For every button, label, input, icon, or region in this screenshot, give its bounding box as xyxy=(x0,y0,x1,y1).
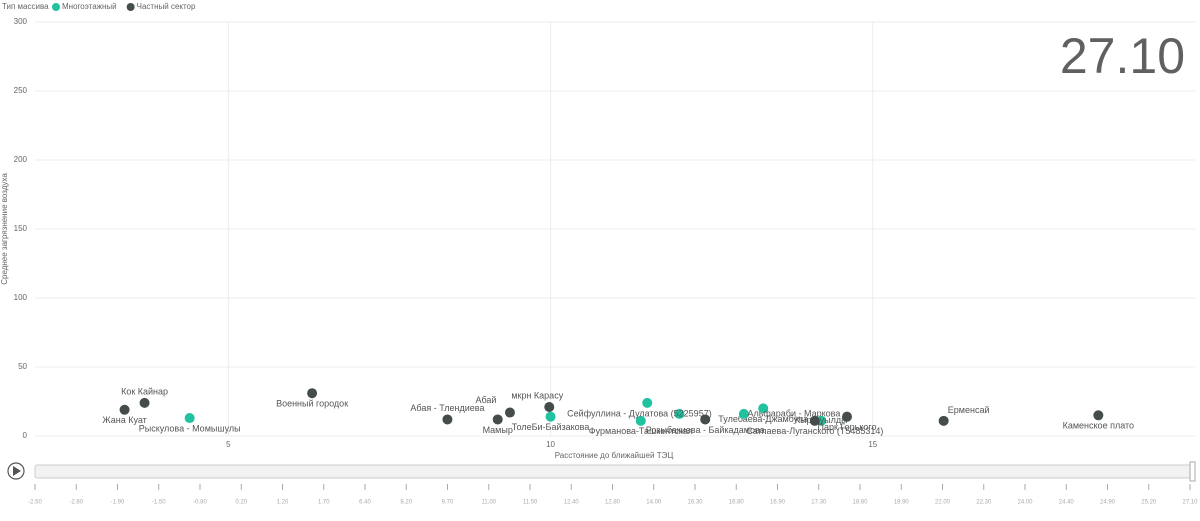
y-axis-title: Среднее загрязнение воздуха xyxy=(0,173,9,285)
point-label: Мамыр xyxy=(483,425,513,435)
play-tick-label: 11.50 xyxy=(523,500,538,506)
point-label: Абая - Тлендиева xyxy=(410,403,484,413)
point xyxy=(442,414,453,425)
play-tick-label: 14.00 xyxy=(646,500,662,506)
play-tick-label: -2.50 xyxy=(28,500,42,506)
point-label: Жана Куат xyxy=(102,415,146,425)
y-tick-label: 300 xyxy=(14,17,28,26)
point-label: Военный городок xyxy=(276,399,348,409)
play-tick-label: 1.70 xyxy=(318,500,330,506)
play-tick-label: 25.20 xyxy=(1141,500,1157,506)
point-label: Кыргауылды xyxy=(795,415,848,425)
point xyxy=(635,415,646,426)
play-tick-label: 24.90 xyxy=(1100,500,1116,506)
y-tick-label: 200 xyxy=(14,155,28,164)
point xyxy=(738,408,749,419)
play-tick-label: 27.10 xyxy=(1182,500,1198,506)
play-tick-label: -0.80 xyxy=(193,500,207,506)
play-tick-label: -1.90 xyxy=(111,500,125,506)
play-tick-label: 22.30 xyxy=(976,500,992,506)
point xyxy=(674,408,685,419)
point-label: Рыскулова - Момышулы xyxy=(139,423,241,433)
play-tick-label: -2.80 xyxy=(69,500,83,506)
play-tick-label: 12.80 xyxy=(605,500,621,506)
point-label: Альфараби - Маркова xyxy=(747,408,840,418)
y-tick-label: 50 xyxy=(18,362,27,371)
y-tick-label: 250 xyxy=(14,86,28,95)
play-tick-label: 12.40 xyxy=(564,500,580,506)
play-tick-label: 18.60 xyxy=(852,500,868,506)
point xyxy=(119,404,130,415)
legend-marker xyxy=(126,3,135,11)
play-tick-label: 22.00 xyxy=(935,500,951,506)
legend-label: Многоэтажный xyxy=(62,2,117,11)
point xyxy=(1093,410,1104,421)
play-tick-label: 17.30 xyxy=(811,500,827,506)
x-tick-label: 5 xyxy=(226,440,231,449)
point-label: Розыбакиева - Байкадамова xyxy=(646,425,765,435)
play-tick-label: 8.20 xyxy=(400,500,412,506)
play-current: 27.10 xyxy=(1060,28,1185,84)
point-label: Фурманова-Ташкентская xyxy=(589,426,693,436)
point xyxy=(938,415,949,426)
point xyxy=(758,403,769,414)
point xyxy=(700,414,711,425)
point xyxy=(544,402,555,413)
x-axis-title: Расстояние до ближайшей ТЭЦ xyxy=(555,451,674,460)
legend-marker xyxy=(52,3,60,11)
point xyxy=(545,411,556,422)
play-tick-label: 9.70 xyxy=(442,500,454,506)
legend-label: Частный сектор xyxy=(137,2,196,11)
play-icon xyxy=(13,466,21,476)
x-tick-label: 10 xyxy=(546,440,555,449)
point xyxy=(139,397,150,408)
point xyxy=(642,397,653,408)
play-tick-label: 16.30 xyxy=(687,500,703,506)
point xyxy=(184,413,195,424)
point-label: Абай xyxy=(475,395,496,405)
point-label: Сатпаева-Луганского (T5485314) xyxy=(746,426,883,436)
point-label: Парк Горького xyxy=(817,422,876,432)
play-tick-label: 1.20 xyxy=(277,500,289,506)
point-label: Сейфуллина - Дулатова (5225957) xyxy=(567,408,712,418)
y-tick-label: 100 xyxy=(14,293,28,302)
play-tick-label: 16.80 xyxy=(729,500,745,506)
point-label: Ермен­сай xyxy=(948,405,990,415)
point-label: мкрн Карасу xyxy=(511,390,563,400)
legend-title: Тип массива xyxy=(2,2,49,11)
play-tick-label: 11.00 xyxy=(481,500,496,506)
point-label: Тулебаева-Джамбула xyxy=(718,414,808,424)
play-tick-label: 6.40 xyxy=(359,500,371,506)
point xyxy=(307,388,318,399)
play-thumb[interactable] xyxy=(1189,461,1196,482)
point xyxy=(842,411,852,422)
play-tick-label: 18.90 xyxy=(894,500,910,506)
play-tick-label: -1.50 xyxy=(152,500,166,506)
point xyxy=(809,415,820,426)
play-tick-label: 16.90 xyxy=(770,500,786,506)
x-tick-label: 15 xyxy=(868,440,877,449)
point-label: ТолеБи-Байзакова xyxy=(512,422,590,432)
point xyxy=(504,407,515,418)
play-tick-label: 0.20 xyxy=(235,500,247,506)
play-tick-label: 24.40 xyxy=(1059,500,1075,506)
play-slider[interactable] xyxy=(34,464,1194,479)
point-label: Каменское плато xyxy=(1063,421,1134,431)
y-tick-label: 0 xyxy=(23,431,28,440)
play-tick-label: 24.00 xyxy=(1017,500,1033,506)
point-label: Кок Кайнар xyxy=(121,386,168,396)
y-tick-label: 150 xyxy=(14,224,28,233)
point xyxy=(492,414,503,425)
